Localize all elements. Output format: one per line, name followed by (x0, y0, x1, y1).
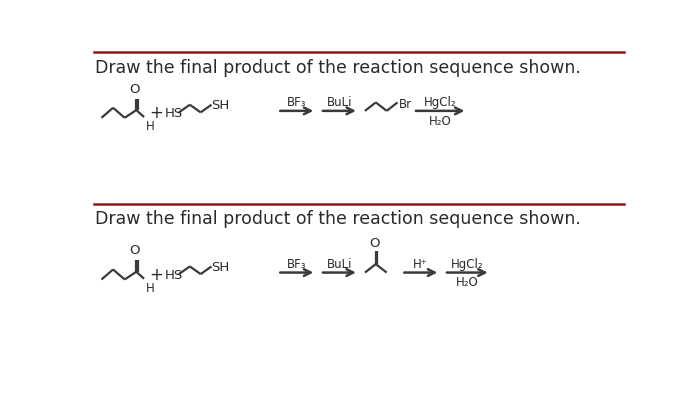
Text: HS: HS (165, 107, 183, 119)
Text: H₂O: H₂O (428, 114, 452, 127)
Text: Draw the final product of the reaction sequence shown.: Draw the final product of the reaction s… (95, 60, 581, 77)
Text: BuLi: BuLi (327, 96, 352, 109)
Text: O: O (130, 244, 140, 257)
Text: +: + (149, 265, 162, 284)
Text: SH: SH (211, 260, 230, 273)
Text: HS: HS (165, 268, 183, 281)
Text: H₂O: H₂O (456, 276, 479, 289)
Text: O: O (130, 83, 140, 96)
Text: HgCl₂: HgCl₂ (451, 257, 484, 270)
Text: H⁺: H⁺ (413, 257, 428, 270)
Text: BF₃: BF₃ (287, 257, 307, 270)
Text: +: + (149, 104, 162, 122)
Text: H: H (146, 120, 155, 133)
Text: Draw the final product of the reaction sequence shown.: Draw the final product of the reaction s… (95, 209, 581, 227)
Text: BuLi: BuLi (327, 257, 352, 270)
Text: HgCl₂: HgCl₂ (424, 96, 456, 109)
Text: H: H (146, 281, 155, 294)
Text: BF₃: BF₃ (287, 96, 307, 109)
Text: Br: Br (399, 98, 412, 111)
Text: O: O (369, 236, 379, 249)
Text: SH: SH (211, 99, 230, 112)
